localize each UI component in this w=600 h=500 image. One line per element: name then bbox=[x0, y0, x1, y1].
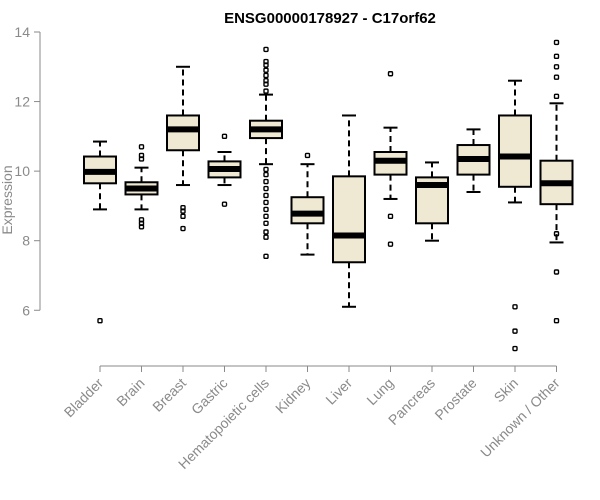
box-skin bbox=[498, 79, 532, 352]
outlier-point bbox=[263, 206, 269, 213]
outlier-point bbox=[553, 269, 560, 275]
box-liver bbox=[332, 114, 366, 308]
outlier-point bbox=[553, 53, 560, 60]
outlier-point bbox=[263, 46, 269, 53]
iqr-box bbox=[498, 114, 532, 188]
box-lung bbox=[373, 71, 408, 247]
y-tick-label: 10 bbox=[14, 163, 30, 179]
y-tick-label: 14 bbox=[14, 24, 30, 40]
outlier-point bbox=[138, 217, 145, 223]
outlier-point bbox=[263, 253, 269, 260]
outlier-point bbox=[263, 88, 269, 94]
outlier-point bbox=[97, 317, 103, 324]
outlier-point bbox=[512, 328, 518, 334]
outlier-point bbox=[180, 204, 186, 211]
x-tick-label: Kidney bbox=[272, 375, 314, 417]
box-kidney bbox=[290, 152, 325, 256]
outlier-point bbox=[263, 171, 269, 178]
x-tick-label: Prostate bbox=[431, 375, 479, 423]
outlier-point bbox=[180, 225, 186, 232]
x-tick-label: Skin bbox=[491, 375, 522, 406]
outlier-point bbox=[553, 317, 560, 324]
x-tick-label: Liver bbox=[322, 375, 355, 408]
box-unknown-other bbox=[539, 39, 574, 324]
iqr-box bbox=[166, 114, 200, 152]
outlier-point bbox=[263, 58, 269, 65]
outlier-point bbox=[263, 72, 269, 79]
outlier-point bbox=[553, 74, 560, 80]
y-axis: 6 8 10 12 14 bbox=[14, 24, 41, 318]
y-tick-label: 12 bbox=[14, 94, 30, 110]
outlier-point bbox=[304, 152, 311, 159]
outlier-point bbox=[263, 178, 269, 185]
y-tick-label: 6 bbox=[22, 302, 30, 318]
box-brain bbox=[124, 144, 159, 230]
outlier-point bbox=[180, 213, 186, 220]
outlier-point bbox=[553, 64, 560, 70]
outlier-point bbox=[221, 133, 228, 140]
outlier-point bbox=[263, 192, 269, 199]
outlier-point bbox=[138, 144, 145, 150]
box-breast bbox=[166, 65, 200, 232]
outlier-point bbox=[263, 185, 269, 192]
outlier-point bbox=[387, 213, 394, 220]
iqr-box bbox=[332, 175, 366, 264]
outlier-point bbox=[263, 220, 269, 227]
x-tick-label: Breast bbox=[149, 375, 189, 415]
box-bladder bbox=[83, 140, 117, 324]
outlier-point bbox=[263, 199, 269, 206]
box-prostate bbox=[456, 128, 491, 193]
outlier-point bbox=[138, 152, 145, 159]
outlier-point bbox=[512, 345, 518, 352]
outlier-point bbox=[512, 304, 518, 310]
outlier-point bbox=[263, 229, 269, 235]
box-hematopoietic-cells bbox=[249, 46, 283, 260]
outlier-point bbox=[553, 93, 560, 100]
iqr-box bbox=[290, 196, 325, 225]
x-tick-label: Brain bbox=[113, 375, 147, 409]
chart-title: ENSG00000178927 - C17orf62 bbox=[224, 10, 436, 27]
box-gastric bbox=[207, 133, 242, 207]
outlier-point bbox=[263, 67, 269, 73]
y-axis-label: Expression bbox=[0, 165, 15, 234]
x-tick-label: Lung bbox=[363, 375, 396, 408]
outlier-point bbox=[387, 241, 394, 247]
outlier-point bbox=[263, 166, 269, 173]
outlier-point bbox=[221, 201, 228, 207]
box-group bbox=[83, 39, 574, 352]
box-pancreas bbox=[415, 161, 449, 242]
outlier-point bbox=[263, 234, 269, 240]
outlier-point bbox=[553, 231, 560, 237]
outlier-point bbox=[387, 71, 394, 77]
outlier-point bbox=[263, 213, 269, 220]
y-tick-label: 8 bbox=[22, 233, 30, 249]
x-tick-label: Bladder bbox=[61, 375, 107, 421]
x-tick-label: Unknown / Other bbox=[477, 375, 563, 461]
outlier-point bbox=[553, 39, 560, 46]
outlier-point bbox=[263, 77, 269, 84]
